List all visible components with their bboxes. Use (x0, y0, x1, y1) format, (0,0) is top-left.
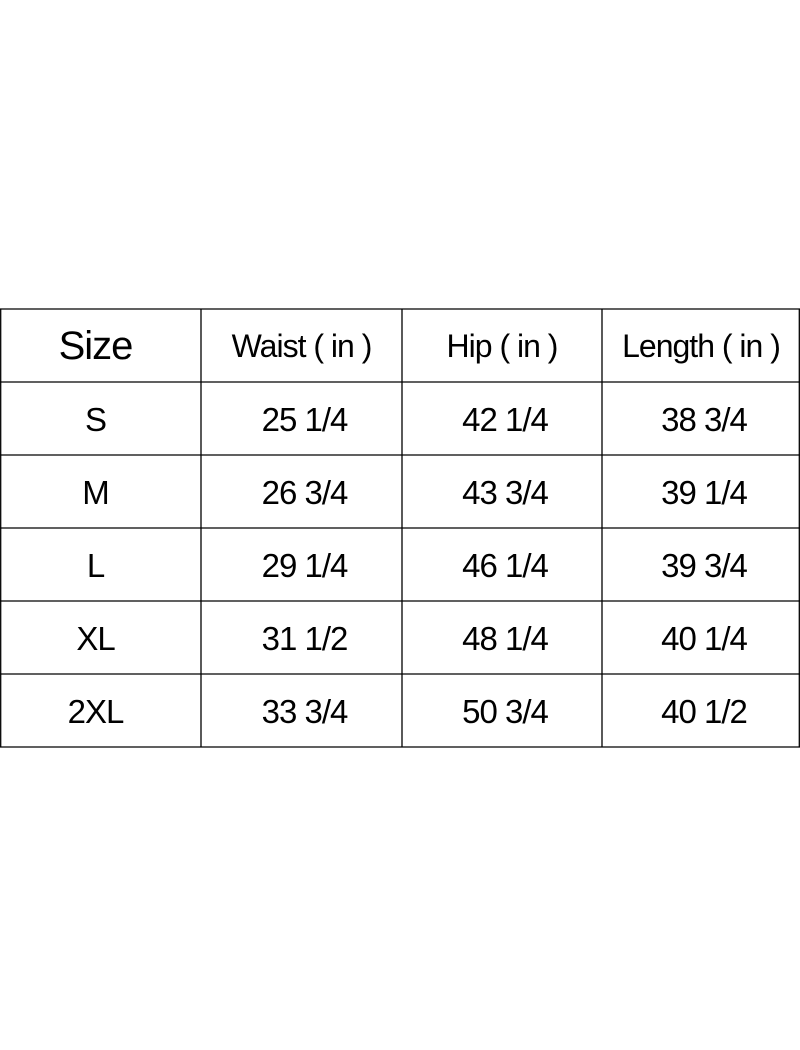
table-cell: XL (76, 620, 115, 657)
table-cell: 31 1/2 (262, 620, 348, 657)
table-cell: 29 1/4 (262, 547, 348, 584)
table-cell: 46 1/4 (462, 547, 548, 584)
table-cell: 40 1/2 (661, 693, 747, 730)
table-cell: 38 3/4 (661, 401, 747, 438)
table-cell: 48 1/4 (462, 620, 548, 657)
table-cell: 42 1/4 (462, 401, 548, 438)
table-cell: 25 1/4 (262, 401, 348, 438)
table-cell: 39 3/4 (661, 547, 747, 584)
table-cell: 2XL (68, 693, 124, 730)
table-cell: S (85, 401, 106, 438)
table-cell: M (82, 474, 109, 511)
table-cell: 40 1/4 (661, 620, 747, 657)
table-cell: 43 3/4 (462, 474, 548, 511)
table-cell: L (87, 547, 105, 584)
table-cell: 33 3/4 (262, 693, 348, 730)
header-cell: Hip ( in ) (447, 328, 558, 364)
table-cell: 50 3/4 (462, 693, 548, 730)
table-cell: 26 3/4 (262, 474, 348, 511)
header-cell: Length ( in ) (622, 328, 780, 364)
header-cell: Waist ( in ) (232, 328, 372, 364)
header-cell: Size (59, 324, 133, 368)
table-cell: 39 1/4 (661, 474, 747, 511)
